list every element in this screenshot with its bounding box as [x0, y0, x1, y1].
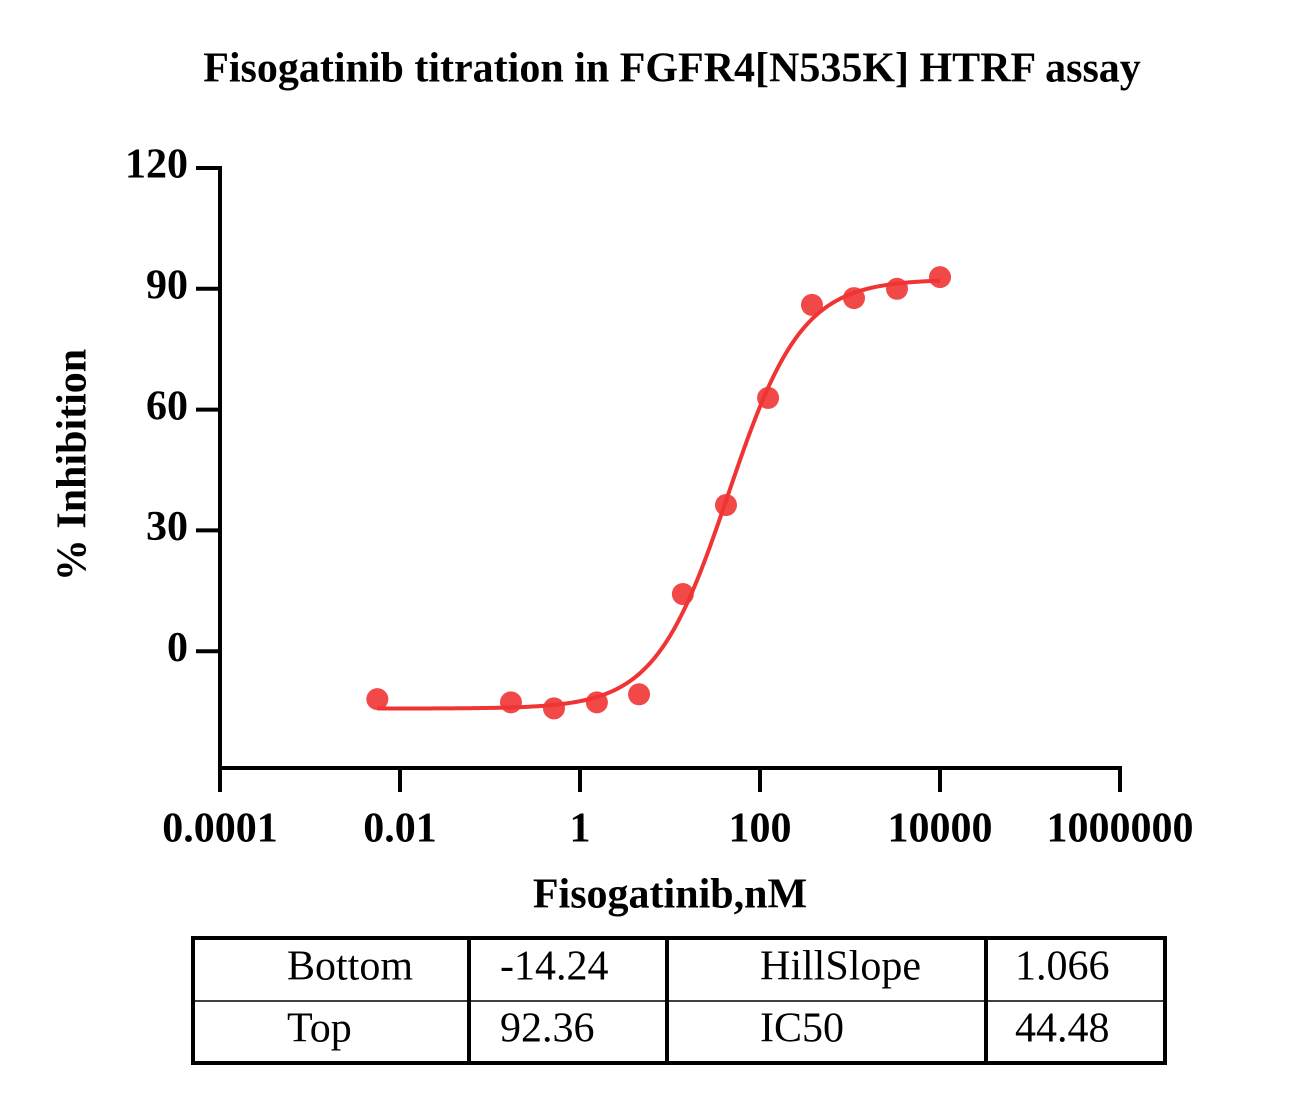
- y-tick-label: 30: [146, 504, 188, 550]
- y-axis-label: % Inhibition: [50, 349, 96, 581]
- data-point: [843, 287, 866, 310]
- y-tick-label: 0: [167, 625, 188, 671]
- y-tick-label: 120: [125, 142, 188, 188]
- chart-title: Fisogatinib titration in FGFR4[N535K] HT…: [203, 46, 1141, 92]
- data-point: [542, 697, 565, 720]
- table-cell: -14.24: [500, 944, 609, 990]
- table-cell: Top: [287, 1006, 352, 1052]
- x-tick-label: 1000000: [1047, 806, 1194, 852]
- data-point: [757, 386, 780, 409]
- table-cell: HillSlope: [760, 944, 921, 990]
- data-point: [671, 583, 694, 606]
- y-tick-label: 90: [146, 262, 188, 308]
- x-tick-label: 100: [729, 806, 792, 852]
- x-tick-label: 0.0001: [162, 806, 278, 852]
- data-point: [628, 683, 651, 706]
- data-point: [366, 688, 389, 711]
- data-point: [886, 277, 909, 300]
- x-tick-label: 10000: [888, 806, 993, 852]
- x-tick-label: 0.01: [363, 806, 437, 852]
- table-cell: IC50: [760, 1006, 844, 1052]
- data-point: [585, 691, 608, 714]
- data-point: [929, 266, 951, 289]
- y-tick-label: 60: [146, 383, 188, 429]
- data-point: [499, 691, 522, 714]
- table-cell: 44.48: [1015, 1006, 1110, 1052]
- table-cell: Bottom: [287, 944, 413, 990]
- table-cell: 92.36: [500, 1006, 595, 1052]
- data-point: [800, 293, 823, 316]
- x-axis-label: Fisogatinib,nM: [533, 872, 807, 918]
- data-point: [714, 494, 737, 517]
- x-tick-label: 1: [570, 806, 591, 852]
- fit-curve: [377, 278, 941, 711]
- table-cell: 1.066: [1015, 944, 1110, 990]
